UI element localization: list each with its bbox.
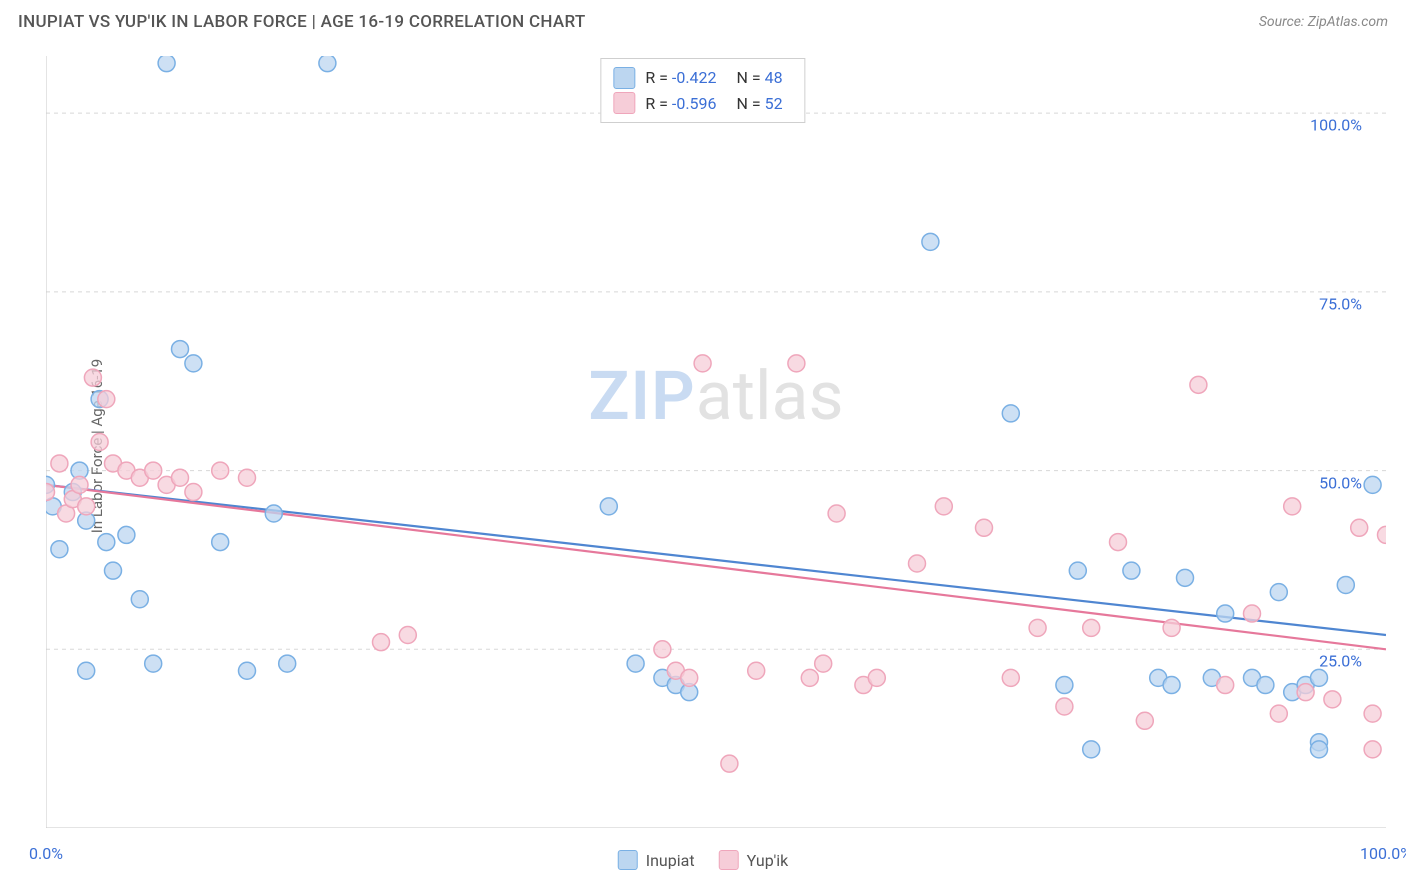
legend-swatch [719,850,739,870]
legend-label: Inupiat [646,851,695,870]
legend-swatch [613,67,635,89]
legend-n: N = 52 [737,91,783,117]
series-legend: Inupiat Yup'ik [618,850,789,870]
legend-swatch [613,92,635,114]
chart-title: INUPIAT VS YUP'IK IN LABOR FORCE | AGE 1… [18,12,586,32]
legend-n: N = 48 [737,65,783,91]
y-tick-label: 25.0% [1319,652,1362,671]
legend-label: Yup'ik [747,851,789,870]
legend-row: R = -0.596 N = 52 [613,91,792,117]
y-tick-label: 50.0% [1319,473,1362,492]
legend-item: Yup'ik [719,850,789,870]
legend-item: Inupiat [618,850,695,870]
y-tick-label: 75.0% [1319,294,1362,313]
chart-source: Source: ZipAtlas.com [1259,14,1388,30]
legend-r: R = -0.596 [645,91,716,117]
y-tick-label: 100.0% [1310,116,1362,135]
plot-svg [46,56,1386,828]
x-tick-label: 0.0% [29,844,63,863]
chart-header: INUPIAT VS YUP'IK IN LABOR FORCE | AGE 1… [0,0,1406,38]
legend-row: R = -0.422 N = 48 [613,65,792,91]
x-tick-label: 100.0% [1360,844,1406,863]
plot-area: ZIPatlas 25.0%50.0%75.0%100.0% [46,56,1386,828]
correlation-legend: R = -0.422 N = 48 R = -0.596 N = 52 [600,58,805,123]
legend-swatch [618,850,638,870]
legend-r: R = -0.422 [645,65,716,91]
